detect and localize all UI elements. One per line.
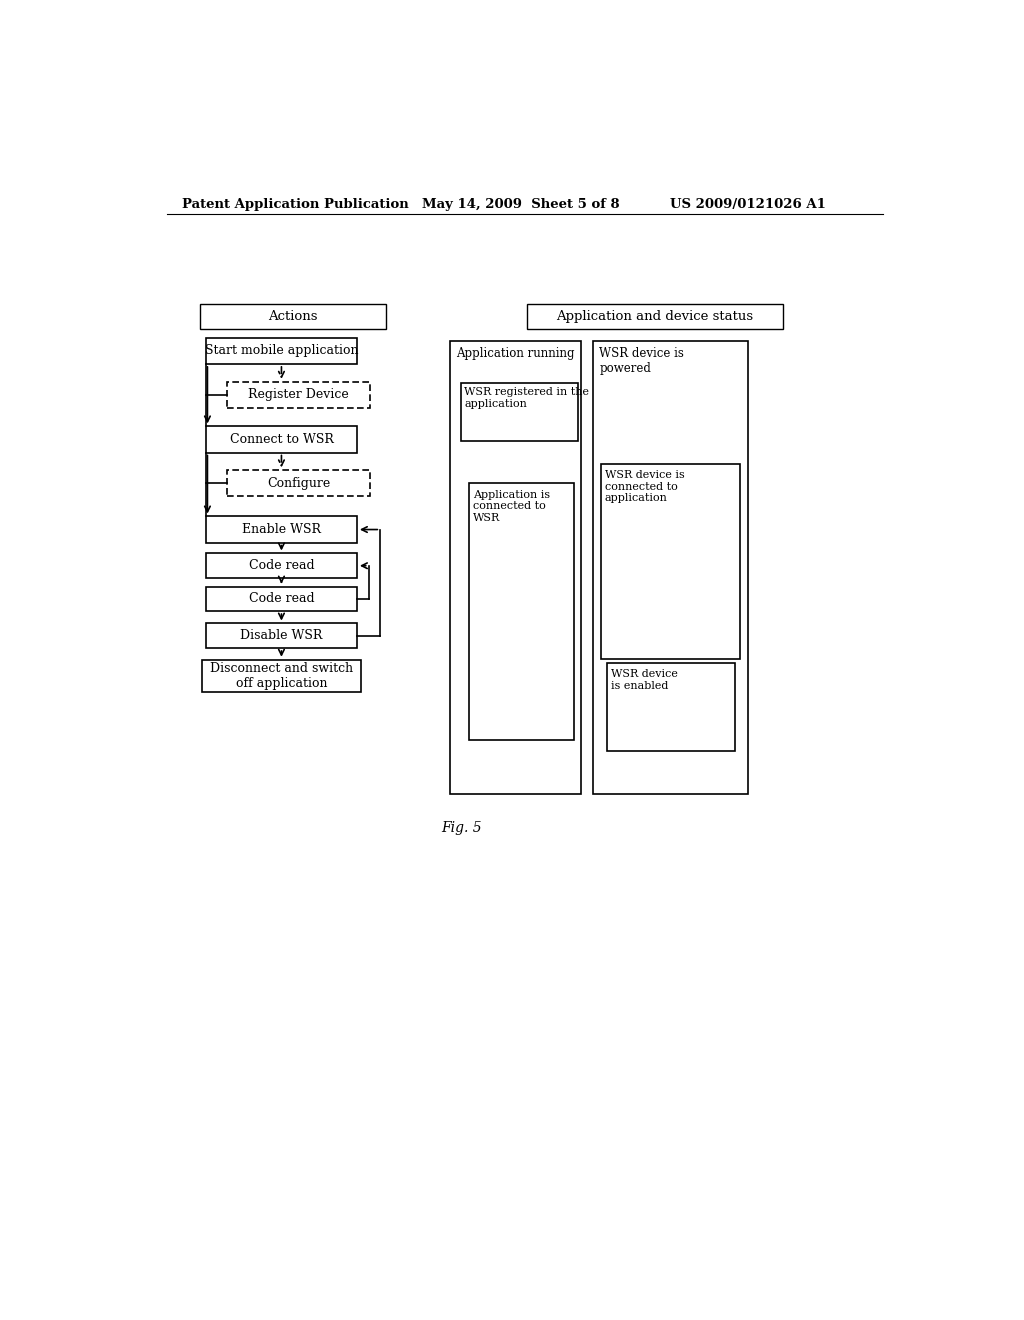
FancyBboxPatch shape	[202, 660, 360, 692]
Text: Application running: Application running	[456, 347, 574, 360]
Text: Register Device: Register Device	[248, 388, 349, 401]
Text: WSR device is
connected to
application: WSR device is connected to application	[604, 470, 684, 503]
FancyBboxPatch shape	[206, 586, 357, 611]
Text: WSR device is
powered: WSR device is powered	[599, 347, 684, 375]
FancyBboxPatch shape	[226, 381, 371, 408]
FancyBboxPatch shape	[593, 341, 748, 793]
Text: Application is
connected to
WSR: Application is connected to WSR	[473, 490, 550, 523]
Text: Patent Application Publication: Patent Application Publication	[182, 198, 409, 211]
FancyBboxPatch shape	[607, 663, 735, 751]
FancyBboxPatch shape	[226, 470, 371, 496]
Text: Code read: Code read	[249, 560, 314, 573]
FancyBboxPatch shape	[527, 304, 783, 329]
FancyBboxPatch shape	[206, 623, 357, 648]
Text: Fig. 5: Fig. 5	[441, 821, 481, 836]
FancyBboxPatch shape	[206, 338, 357, 364]
Text: May 14, 2009  Sheet 5 of 8: May 14, 2009 Sheet 5 of 8	[423, 198, 621, 211]
Text: Enable WSR: Enable WSR	[242, 523, 321, 536]
Text: Actions: Actions	[268, 310, 317, 323]
Text: US 2009/0121026 A1: US 2009/0121026 A1	[671, 198, 826, 211]
Text: Application and device status: Application and device status	[556, 310, 754, 323]
FancyBboxPatch shape	[206, 426, 357, 453]
Text: Configure: Configure	[267, 477, 330, 490]
FancyBboxPatch shape	[200, 304, 386, 329]
Text: Code read: Code read	[249, 593, 314, 606]
Text: Connect to WSR: Connect to WSR	[229, 433, 334, 446]
Text: WSR registered in the
application: WSR registered in the application	[464, 387, 590, 409]
FancyBboxPatch shape	[206, 553, 357, 578]
Text: WSR device
is enabled: WSR device is enabled	[611, 669, 678, 690]
FancyBboxPatch shape	[601, 465, 740, 659]
Text: Disable WSR: Disable WSR	[241, 630, 323, 643]
FancyBboxPatch shape	[450, 341, 582, 793]
FancyBboxPatch shape	[206, 516, 357, 543]
Text: Disconnect and switch
off application: Disconnect and switch off application	[210, 661, 353, 690]
Text: Start mobile application: Start mobile application	[205, 345, 358, 358]
FancyBboxPatch shape	[469, 483, 573, 739]
FancyBboxPatch shape	[461, 383, 578, 441]
